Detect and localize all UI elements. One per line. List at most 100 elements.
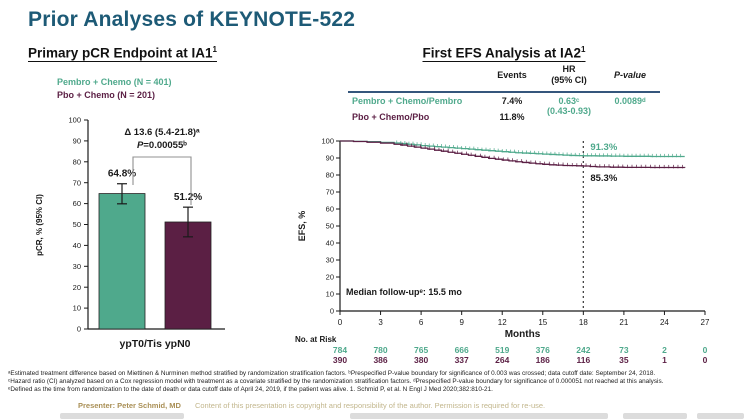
pcr-bar-label-1: 51.2% [174, 192, 202, 203]
km-y-axis-title: EFS, % [297, 211, 307, 242]
km-x-tick-label: 12 [498, 318, 507, 327]
efs-panel-title: First EFS Analysis at IA21 [422, 45, 585, 61]
km-at-risk-value: 242 [576, 345, 590, 355]
legend-pembro-chemo: Pembro + Chemo (N = 401) [57, 77, 172, 87]
pcr-y-tick-label: 70 [73, 178, 81, 187]
km-curve-1 [340, 140, 686, 169]
efs-col-hr-line2: (95% CI) [551, 75, 587, 85]
pcr-y-tick-label: 100 [68, 116, 81, 125]
km-y-tick-label: 30 [326, 256, 334, 265]
km-y-tick-label: 60 [326, 205, 334, 214]
km-at-risk-value: 780 [373, 345, 387, 355]
efs-row-pembro-hr: 0.63ᶜ [558, 96, 580, 106]
pcr-y-tick-label: 90 [73, 137, 81, 146]
km-label-pbo-rate: 85.3% [590, 173, 617, 184]
km-y-tick-label: 80 [326, 171, 334, 180]
efs-row-pembro-hr-ci: (0.43-0.93) [546, 106, 592, 116]
efs-row-pembro-pvalue: 0.0089ᵈ [614, 96, 646, 106]
footnote-line-3: ᵉDefined as the time from randomization … [8, 386, 493, 393]
presenter-row: Presenter: Peter Schmid, MD Content of th… [78, 401, 545, 410]
km-x-tick-label: 21 [619, 318, 628, 327]
efs-col-pvalue: P-value [613, 70, 647, 80]
km-at-risk-value: 1 [662, 355, 667, 365]
km-x-tick-label: 15 [538, 318, 547, 327]
km-at-risk-value: 2 [662, 345, 667, 355]
km-at-risk-value: 784 [333, 345, 347, 355]
presenter-name: Presenter: Peter Schmid, MD [78, 401, 181, 410]
pcr-panel-title: Primary pCR Endpoint at IA11 [28, 45, 217, 61]
km-at-risk-value: 0 [703, 345, 708, 355]
copyright-text: Content of this presentation is copyrigh… [194, 401, 546, 410]
pcr-annotation-pvalue: P=0.00055ᵇ [137, 140, 187, 151]
efs-panel-title-sup: 1 [581, 45, 586, 54]
efs-row-pembro-label: Pembro + Chemo/Pembro [352, 96, 463, 106]
bottom-ui-remnant [623, 413, 687, 419]
km-at-risk-value: 380 [414, 355, 428, 365]
km-at-risk-value: 0 [703, 355, 708, 365]
km-label-pembro-rate: 91.3% [590, 142, 617, 153]
km-x-tick-label: 18 [579, 318, 588, 327]
bottom-ui-remnant [350, 413, 608, 419]
bottom-ui-remnant [697, 413, 744, 419]
km-at-risk-value: 386 [373, 355, 387, 365]
km-x-axis-title: Months [505, 329, 541, 340]
pcr-y-tick-label: 20 [73, 283, 81, 292]
pcr-y-tick-label: 60 [73, 199, 81, 208]
pcr-bar-chart: 0 10 20 30 40 50 60 70 80 90 100 pCR, % (95% CI) 64.… [35, 116, 225, 350]
km-at-risk-value: 765 [414, 345, 428, 355]
km-at-risk-label: No. at Risk [295, 335, 337, 344]
efs-row-pbo-events: 11.8% [499, 112, 525, 122]
km-y-tick-label: 70 [326, 188, 334, 197]
pcr-bar-0 [98, 193, 146, 330]
pcr-bar-1 [164, 221, 212, 330]
footnote-line-2: ᶜHazard ratio (CI) analyzed based on a C… [8, 378, 664, 385]
km-y-tick-label: 10 [326, 290, 334, 299]
pcr-annotation-delta: Δ 13.6 (5.4-21.8)ᵃ [124, 127, 200, 138]
efs-col-hr-line1: HR [562, 64, 576, 74]
efs-row-pbo-label: Pbo + Chemo/Pbo [352, 112, 430, 122]
pcr-y-axis-title: pCR, % (95% CI) [35, 194, 44, 256]
efs-row-pembro-events: 7.4% [501, 96, 523, 106]
slide-title: Prior Analyses of KEYNOTE-522 [28, 8, 356, 31]
pcr-x-category-label: ypT0/Tis ypN0 [120, 338, 191, 350]
km-at-risk-value: 337 [455, 355, 469, 365]
km-y-tick-label: 100 [321, 137, 334, 146]
km-y-tick-label: 40 [326, 239, 334, 248]
km-at-risk-value: 35 [619, 355, 629, 365]
pcr-panel-title-sup: 1 [212, 45, 217, 54]
pcr-bar-chart-root: 0 10 20 30 40 50 60 70 80 90 100 pCR, % (95% CI) 64.… [35, 116, 225, 350]
km-at-risk-value: 186 [536, 355, 550, 365]
pcr-y-tick-label: 80 [73, 157, 81, 166]
pcr-y-tick-label: 40 [73, 241, 81, 250]
km-at-risk-value: 390 [333, 355, 347, 365]
km-x-tick-label: 0 [338, 318, 343, 327]
km-x-tick-label: 6 [419, 318, 424, 327]
km-at-risk-value: 666 [455, 345, 469, 355]
efs-panel-title-text: First EFS Analysis at IA2 [422, 45, 582, 61]
km-x-tick-label: 9 [459, 318, 464, 327]
pcr-y-tick-label: 0 [77, 325, 81, 334]
km-at-risk-value: 264 [495, 355, 509, 365]
pcr-bar-label-0: 64.8% [108, 169, 136, 180]
efs-table-divider [348, 91, 660, 93]
pcr-y-tick-label: 10 [73, 304, 81, 313]
km-x-tick-label: 27 [701, 318, 710, 327]
km-y-tick-label: 90 [326, 154, 334, 163]
km-y-tick-label: 0 [330, 307, 334, 316]
km-median-followup-note: Median follow-upᵉ: 15.5 mo [346, 287, 462, 297]
footnote-line-1: ᵃEstimated treatment difference based on… [8, 370, 656, 377]
km-y-tick-label: 20 [326, 273, 334, 282]
km-x-tick-label: 24 [660, 318, 669, 327]
pcr-y-tick-label: 50 [73, 220, 81, 229]
km-x-tick-label: 3 [378, 318, 383, 327]
pcr-comparison-bracket [132, 156, 192, 205]
km-at-risk-value: 376 [536, 345, 550, 355]
km-at-risk-value: 116 [576, 355, 590, 365]
km-at-risk-value: 519 [495, 345, 509, 355]
km-at-risk-value: 73 [619, 345, 629, 355]
efs-col-events: Events [497, 70, 527, 80]
pcr-panel-title-text: Primary pCR Endpoint at IA1 [28, 45, 213, 61]
